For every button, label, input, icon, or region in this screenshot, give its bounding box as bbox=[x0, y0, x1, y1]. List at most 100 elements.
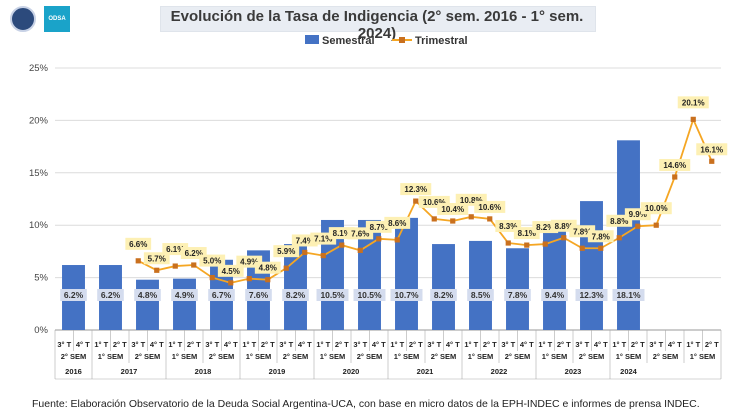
quarter-label: 1° T bbox=[390, 340, 404, 349]
legend-semestral-swatch bbox=[305, 35, 319, 44]
semestral-label: 9.4% bbox=[545, 290, 565, 300]
trimestral-point bbox=[357, 247, 363, 253]
trimestral-label: 10.0% bbox=[645, 204, 668, 213]
quarter-label: 4° T bbox=[76, 340, 90, 349]
trimestral-point bbox=[690, 116, 696, 122]
semestral-label-bg bbox=[282, 289, 309, 301]
odsa-logo: ODSA bbox=[44, 6, 70, 32]
year-label: 2023 bbox=[565, 367, 582, 376]
trimestral-label: 4.9% bbox=[240, 258, 258, 267]
trimestral-label-bg bbox=[400, 183, 432, 196]
trimestral-point bbox=[524, 242, 530, 248]
trimestral-point bbox=[339, 242, 345, 248]
semester-label: 2° SEM bbox=[505, 352, 531, 361]
trimestral-label: 20.1% bbox=[682, 98, 705, 107]
semester-label: 1° SEM bbox=[468, 352, 494, 361]
trimestral-point bbox=[561, 235, 567, 241]
semestral-label: 6.7% bbox=[212, 290, 232, 300]
semester-label: 1° SEM bbox=[172, 352, 198, 361]
trimestral-label-bg bbox=[143, 252, 170, 265]
title-background bbox=[160, 6, 596, 32]
semestral-bar bbox=[580, 201, 603, 330]
semestral-label: 10.7% bbox=[394, 290, 419, 300]
y-tick-label: 10% bbox=[29, 220, 49, 231]
trimestral-label: 6.1% bbox=[166, 245, 184, 254]
trimestral-label: 9.9% bbox=[629, 210, 647, 219]
trimestral-point bbox=[579, 245, 585, 251]
semester-label: 2° SEM bbox=[283, 352, 309, 361]
year-label: 2021 bbox=[417, 367, 434, 376]
quarter-label: 3° T bbox=[131, 340, 145, 349]
quarter-label: 2° T bbox=[705, 340, 719, 349]
trimestral-point bbox=[283, 265, 289, 271]
trimestral-label-bg bbox=[254, 261, 281, 274]
trimestral-point bbox=[487, 216, 493, 222]
semestral-label-bg bbox=[208, 289, 235, 301]
semester-label: 2° SEM bbox=[579, 352, 605, 361]
y-tick-label: 20% bbox=[29, 115, 49, 126]
quarter-label: 2° T bbox=[335, 340, 349, 349]
semestral-label: 6.2% bbox=[64, 290, 84, 300]
quarter-label: 2° T bbox=[631, 340, 645, 349]
trimestral-label: 7.4% bbox=[296, 236, 314, 245]
semester-label: 1° SEM bbox=[616, 352, 642, 361]
trimestral-label-bg bbox=[640, 202, 672, 215]
trimestral-label: 5.9% bbox=[277, 247, 295, 256]
trimestral-label: 7.8% bbox=[592, 232, 610, 241]
semestral-label-bg bbox=[430, 289, 457, 301]
quarter-label: 2° T bbox=[409, 340, 423, 349]
trimestral-point bbox=[635, 223, 641, 229]
trimestral-label: 14.6% bbox=[663, 161, 686, 170]
quarter-label: 4° T bbox=[446, 340, 460, 349]
trimestral-label: 5.0% bbox=[203, 257, 221, 266]
trimestral-point bbox=[709, 158, 715, 164]
semestral-label-bg bbox=[245, 289, 272, 301]
trimestral-label-bg bbox=[384, 216, 411, 229]
trimestral-label: 7.1% bbox=[314, 235, 332, 244]
quarter-label: 1° T bbox=[316, 340, 330, 349]
quarter-label: 2° T bbox=[113, 340, 127, 349]
quarter-label: 4° T bbox=[150, 340, 164, 349]
semestral-label: 6.2% bbox=[101, 290, 121, 300]
quarter-label: 3° T bbox=[501, 340, 515, 349]
year-label: 2016 bbox=[65, 367, 82, 376]
trimestral-label: 8.7% bbox=[370, 223, 388, 232]
trimestral-label: 8.6% bbox=[388, 219, 406, 228]
quarter-label: 3° T bbox=[57, 340, 71, 349]
semestral-label-bg bbox=[575, 289, 608, 301]
quarter-label: 4° T bbox=[668, 340, 682, 349]
trimestral-label: 10.6% bbox=[423, 198, 446, 207]
trimestral-label-bg bbox=[659, 158, 691, 171]
trimestral-label-bg bbox=[199, 254, 226, 267]
semestral-label: 8.2% bbox=[286, 290, 306, 300]
trimestral-point bbox=[172, 263, 178, 269]
trimestral-label: 4.8% bbox=[259, 264, 277, 273]
quarter-label: 4° T bbox=[372, 340, 386, 349]
quarter-label: 1° T bbox=[464, 340, 478, 349]
trimestral-label: 16.1% bbox=[700, 145, 723, 154]
semestral-label-bg bbox=[171, 289, 198, 301]
trimestral-label-bg bbox=[474, 200, 506, 213]
quarter-label: 1° T bbox=[94, 340, 108, 349]
trimestral-point bbox=[542, 241, 548, 247]
semester-label: 1° SEM bbox=[320, 352, 346, 361]
semestral-label: 18.1% bbox=[616, 290, 641, 300]
semestral-label-bg bbox=[504, 289, 531, 301]
trimestral-point bbox=[431, 216, 437, 222]
trimestral-line bbox=[137, 116, 713, 284]
semestral-label: 8.2% bbox=[434, 290, 454, 300]
trimestral-point bbox=[413, 198, 419, 204]
legend-semestral-label: Semestral bbox=[322, 35, 375, 47]
trimestral-label: 5.7% bbox=[148, 254, 166, 263]
year-label: 2024 bbox=[620, 367, 638, 376]
semester-label: 1° SEM bbox=[542, 352, 568, 361]
trimestral-label: 8.1% bbox=[518, 229, 536, 238]
semestral-label: 12.3% bbox=[579, 290, 604, 300]
semester-label: 2° SEM bbox=[61, 352, 87, 361]
trimestral-label: 8.8% bbox=[555, 222, 573, 231]
chart-title: Evolución de la Tasa de Indigencia (2° s… bbox=[170, 8, 584, 42]
trimestral-label: 6.2% bbox=[185, 249, 203, 258]
trimestral-point bbox=[468, 214, 474, 220]
quarter-label: 1° T bbox=[612, 340, 626, 349]
